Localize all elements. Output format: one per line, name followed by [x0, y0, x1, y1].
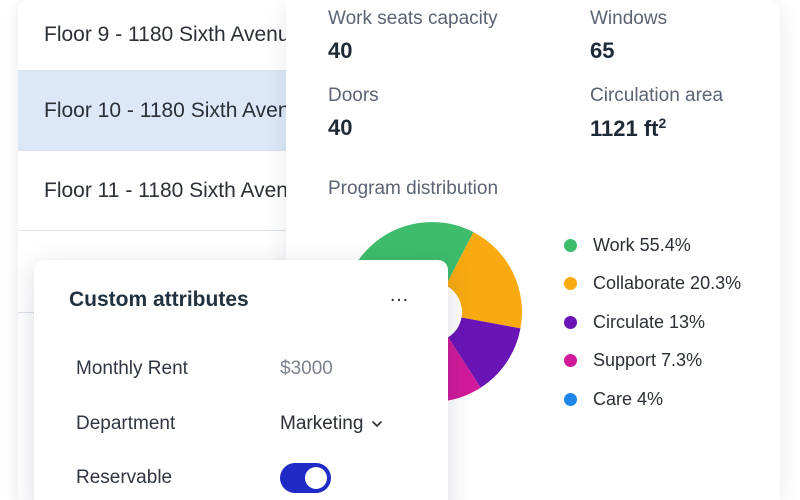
- attr-label: Reservable: [76, 467, 173, 488]
- legend-item-care: Care 4%: [564, 380, 741, 419]
- custom-attributes-title: Custom attributes: [69, 288, 249, 311]
- donut-slice-circulate: [448, 317, 521, 388]
- floor-label: Floor 9 - 1180 Sixth Avenue: [44, 23, 302, 46]
- stat-label: Doors: [328, 85, 379, 106]
- legend-label: Circulate 13%: [593, 311, 706, 332]
- stat-circulation-area: Circulation area 1121 ft2: [590, 85, 723, 142]
- legend-label: Care 4%: [593, 388, 664, 409]
- legend-label: Work 55.4%: [593, 234, 691, 255]
- stat-label: Circulation area: [590, 85, 724, 106]
- stat-unit-superscript: 2: [658, 115, 667, 131]
- program-distribution-title: Program distribution: [328, 178, 499, 199]
- legend-label: Collaborate 20.3%: [593, 273, 742, 294]
- donut-slice-collaborate: [445, 232, 522, 329]
- reservable-toggle[interactable]: [280, 463, 331, 493]
- legend-item-work: Work 55.4%: [564, 226, 741, 265]
- custom-attributes-card: Custom attributes … Monthly Rent $3000 D…: [34, 260, 448, 500]
- attr-label: Department: [76, 413, 176, 434]
- legend-swatch: [564, 277, 577, 291]
- legend-item-circulate: Circulate 13%: [564, 303, 741, 342]
- department-select[interactable]: Marketing: [280, 413, 383, 435]
- legend-swatch: [564, 354, 577, 368]
- stat-label: Windows: [590, 8, 668, 29]
- floor-row-9[interactable]: Floor 9 - 1180 Sixth Avenue: [18, 0, 318, 71]
- floor-row-11[interactable]: Floor 11 - 1180 Sixth Avenue: [18, 151, 318, 231]
- legend-label: Support 7.3%: [593, 350, 703, 371]
- more-options-icon[interactable]: …: [389, 284, 410, 306]
- floor-label: Floor 10 - 1180 Sixth Avenue: [44, 98, 313, 122]
- attr-row-reservable: Reservable: [76, 463, 416, 493]
- stat-value: 40: [328, 115, 353, 140]
- legend-swatch: [564, 315, 577, 329]
- attr-row-monthly-rent: Monthly Rent $3000: [76, 354, 416, 384]
- toggle-knob: [305, 467, 327, 489]
- monthly-rent-value[interactable]: $3000: [280, 358, 333, 379]
- legend-item-support: Support 7.3%: [564, 342, 741, 381]
- stat-value: 1121 ft2: [590, 115, 723, 142]
- stat-value-number: 1121 ft: [590, 116, 659, 141]
- chevron-down-icon: [372, 421, 383, 427]
- attr-row-department: Department Marketing: [76, 409, 416, 439]
- attr-label: Monthly Rent: [76, 358, 188, 379]
- stat-value: 65: [590, 38, 615, 63]
- department-value: Marketing: [280, 413, 364, 434]
- stat-windows: Windows 65: [590, 8, 667, 64]
- chart-legend: Work 55.4% Collaborate 20.3% Circulate 13%…: [564, 226, 741, 419]
- legend-swatch: [564, 392, 577, 406]
- stat-doors: Doors 40: [328, 85, 379, 141]
- legend-swatch: [564, 238, 577, 252]
- stat-value: 40: [328, 38, 353, 63]
- stat-label: Work seats capacity: [328, 8, 498, 29]
- legend-item-collaborate: Collaborate 20.3%: [564, 265, 741, 304]
- floor-label: Floor 11 - 1180 Sixth Avenue: [44, 178, 312, 202]
- stat-work-seats: Work seats capacity 40: [328, 8, 498, 64]
- floor-row-10[interactable]: Floor 10 - 1180 Sixth Avenue: [18, 71, 318, 151]
